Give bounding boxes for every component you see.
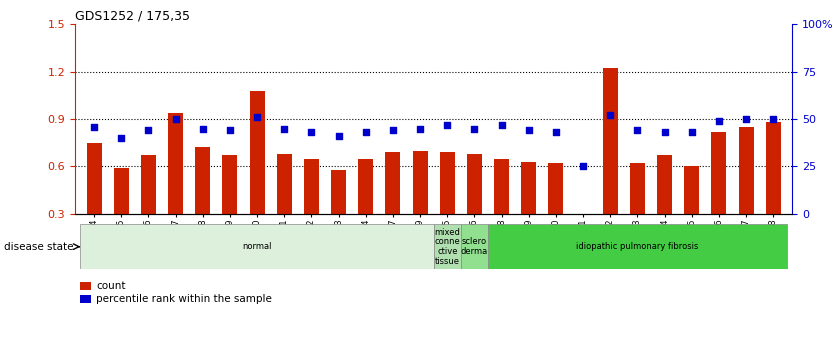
Bar xyxy=(304,159,319,214)
Bar xyxy=(739,127,754,214)
Bar xyxy=(630,163,645,214)
Legend: count, percentile rank within the sample: count, percentile rank within the sample xyxy=(80,281,272,304)
Bar xyxy=(81,224,434,269)
Bar xyxy=(440,152,455,214)
Point xyxy=(386,128,399,133)
Point xyxy=(169,116,183,122)
Bar xyxy=(223,155,238,214)
Bar xyxy=(603,68,618,214)
Text: normal: normal xyxy=(243,242,272,251)
Point xyxy=(359,129,373,135)
Point xyxy=(576,164,590,169)
Point xyxy=(250,115,264,120)
Point xyxy=(304,129,318,135)
Text: sclero
derma: sclero derma xyxy=(461,237,488,256)
Point xyxy=(468,126,481,131)
Point xyxy=(88,124,101,129)
Bar xyxy=(413,151,428,214)
Text: disease state: disease state xyxy=(4,242,73,252)
Bar xyxy=(277,154,292,214)
Point xyxy=(114,135,128,141)
Point xyxy=(440,122,454,127)
Point xyxy=(550,129,563,135)
Point xyxy=(658,129,671,135)
Bar xyxy=(549,163,564,214)
Bar xyxy=(168,113,183,214)
Bar xyxy=(141,155,156,214)
Point xyxy=(142,128,155,133)
Bar xyxy=(87,143,102,214)
Bar xyxy=(461,224,488,269)
Point xyxy=(631,128,644,133)
Bar xyxy=(434,224,461,269)
Bar xyxy=(494,159,509,214)
Point xyxy=(766,116,780,122)
Bar xyxy=(657,155,672,214)
Point xyxy=(495,122,508,127)
Point xyxy=(278,126,291,131)
Bar xyxy=(249,90,264,214)
Bar xyxy=(575,214,590,216)
Bar xyxy=(685,167,699,214)
Point xyxy=(224,128,237,133)
Point xyxy=(196,126,209,131)
Text: idiopathic pulmonary fibrosis: idiopathic pulmonary fibrosis xyxy=(576,242,699,251)
Bar xyxy=(467,154,482,214)
Bar xyxy=(488,224,786,269)
Point xyxy=(685,129,698,135)
Bar xyxy=(195,148,210,214)
Point xyxy=(414,126,427,131)
Bar xyxy=(521,162,536,214)
Bar xyxy=(385,152,400,214)
Point xyxy=(712,118,726,124)
Bar xyxy=(331,170,346,214)
Point xyxy=(522,128,535,133)
Point xyxy=(332,133,345,139)
Bar xyxy=(766,122,781,214)
Bar xyxy=(113,168,128,214)
Text: GDS1252 / 175,35: GDS1252 / 175,35 xyxy=(75,10,190,23)
Bar xyxy=(359,159,374,214)
Point xyxy=(740,116,753,122)
Point xyxy=(604,112,617,118)
Bar xyxy=(711,132,726,214)
Text: mixed
conne
ctive
tissue: mixed conne ctive tissue xyxy=(435,228,460,266)
